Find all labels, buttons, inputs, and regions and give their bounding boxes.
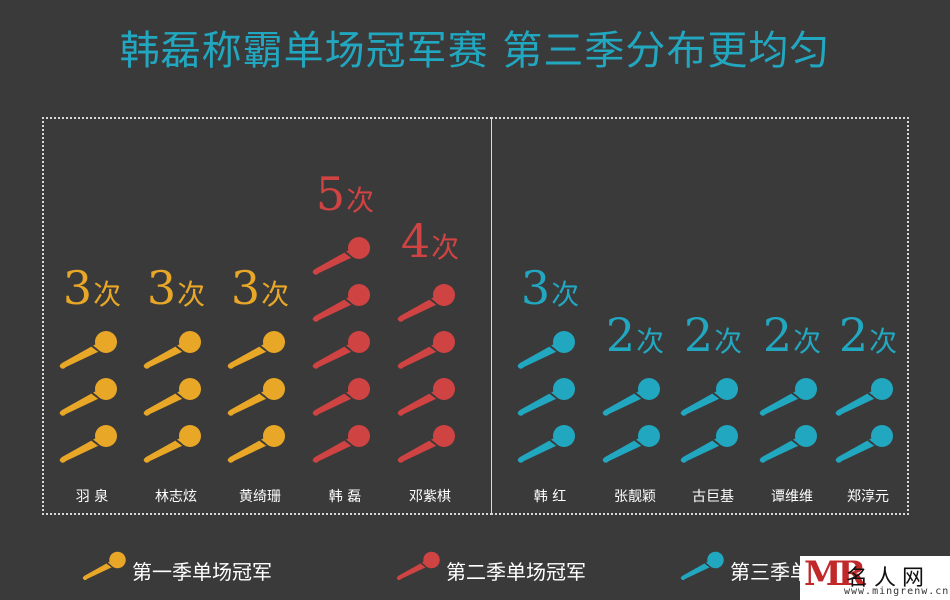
data-label-unit: 次: [261, 278, 290, 311]
data-label-value: 3: [230, 261, 261, 315]
microphone-icon: [143, 378, 201, 416]
microphone-icon: [312, 331, 370, 369]
microphone-icon: [143, 331, 201, 369]
microphone-icon: [227, 378, 285, 416]
microphone-icon: [680, 425, 738, 463]
microphone-icon: [602, 425, 660, 463]
data-label: 2次: [828, 308, 908, 362]
microphone-icon: [312, 237, 370, 275]
microphone-icon: [680, 551, 724, 581]
category-label: 郑淳元: [847, 489, 889, 505]
watermark-url: www.mingrenw.cn: [844, 586, 950, 597]
data-label: 5次: [305, 167, 385, 221]
microphone-icon: [397, 331, 455, 369]
microphone-icon: [227, 331, 285, 369]
legend-label: 第一季单场冠军: [132, 560, 272, 584]
microphone-icon: [59, 378, 117, 416]
data-label: 2次: [752, 308, 832, 362]
microphone-icon: [517, 425, 575, 463]
microphone-icon: [312, 425, 370, 463]
data-label-unit: 次: [177, 278, 206, 311]
data-label-unit: 次: [714, 325, 743, 358]
data-label-value: 2: [605, 308, 636, 362]
data-label-value: 4: [400, 214, 431, 268]
category-label: 邓紫棋: [409, 489, 451, 505]
data-label-unit: 次: [551, 278, 580, 311]
data-label-unit: 次: [636, 325, 665, 358]
microphone-icon: [59, 425, 117, 463]
data-label: 3次: [510, 261, 590, 315]
data-label: 3次: [220, 261, 300, 315]
microphone-icon: [312, 378, 370, 416]
microphone-icon: [143, 425, 201, 463]
watermark-name: 名人网: [846, 566, 931, 591]
microphone-icon: [59, 331, 117, 369]
microphone-icon: [397, 378, 455, 416]
data-label-unit: 次: [346, 184, 375, 217]
microphone-icon: [680, 378, 738, 416]
data-label: 3次: [52, 261, 132, 315]
microphone-icon: [397, 284, 455, 322]
data-label: 2次: [595, 308, 675, 362]
microphone-icon: [602, 378, 660, 416]
watermark-mr: MR: [804, 556, 866, 594]
microphone-icon: [759, 378, 817, 416]
microphone-icon: [759, 425, 817, 463]
microphone-icon: [835, 425, 893, 463]
category-label: 古巨基: [692, 489, 734, 505]
microphone-icon: [517, 378, 575, 416]
data-label: 2次: [673, 308, 753, 362]
panel-season-3: [491, 117, 909, 515]
microphone-icon: [312, 284, 370, 322]
data-label-value: 2: [762, 308, 793, 362]
data-label-value: 2: [683, 308, 714, 362]
category-label: 韩 红: [533, 489, 567, 505]
category-label: 韩 磊: [328, 489, 362, 505]
microphone-icon: [835, 378, 893, 416]
category-label: 谭维维: [771, 489, 813, 505]
microphone-icon: [396, 551, 440, 581]
data-label-value: 2: [838, 308, 869, 362]
category-label: 林志炫: [155, 489, 197, 505]
microphone-icon: [397, 425, 455, 463]
category-label: 黄绮珊: [239, 489, 281, 505]
panel-seasons-1-2: [42, 117, 492, 515]
microphone-icon: [82, 551, 126, 581]
microphone-icon: [517, 331, 575, 369]
chart-title: 韩磊称霸单场冠军赛 第三季分布更均匀: [119, 28, 831, 74]
category-label: 张靓颖: [614, 489, 656, 505]
data-label-unit: 次: [793, 325, 822, 358]
category-label: 羽 泉: [75, 489, 109, 505]
data-label-value: 3: [62, 261, 93, 315]
data-label-value: 5: [315, 167, 346, 221]
data-label-unit: 次: [869, 325, 898, 358]
data-label: 3次: [136, 261, 216, 315]
legend-label: 第二季单场冠军: [446, 560, 586, 584]
data-label: 4次: [390, 214, 470, 268]
microphone-icon: [227, 425, 285, 463]
data-label-unit: 次: [93, 278, 122, 311]
data-label-value: 3: [520, 261, 551, 315]
data-label-value: 3: [146, 261, 177, 315]
watermark-logo: MR 名人网 www.mingrenw.cn: [800, 556, 950, 600]
data-label-unit: 次: [431, 231, 460, 264]
